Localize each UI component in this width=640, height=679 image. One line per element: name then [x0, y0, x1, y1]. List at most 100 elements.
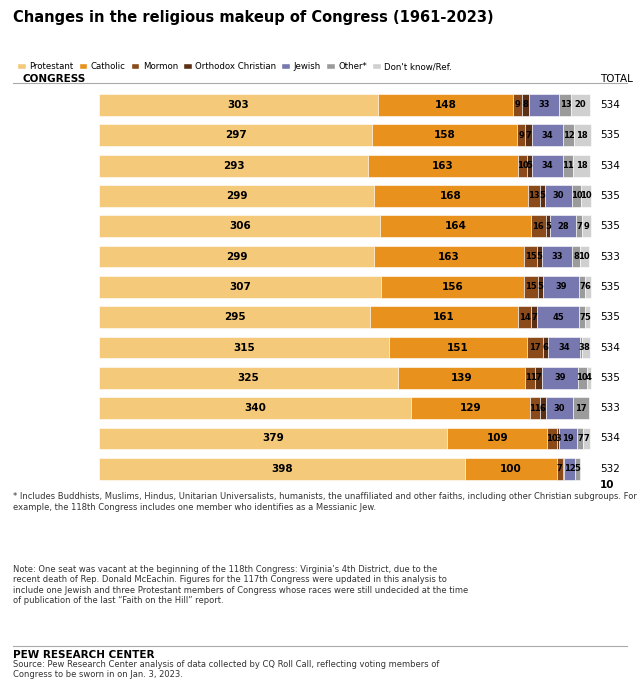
Bar	[572, 246, 580, 268]
Text: 6: 6	[543, 343, 548, 352]
Text: 164: 164	[445, 221, 467, 232]
Text: 299: 299	[226, 251, 247, 261]
Text: 18: 18	[577, 131, 588, 140]
Bar	[563, 458, 564, 480]
Bar	[582, 337, 589, 359]
Bar	[579, 276, 585, 298]
Bar	[581, 185, 591, 207]
Bar	[522, 94, 529, 116]
Text: TOTAL: TOTAL	[600, 74, 633, 84]
Bar	[370, 306, 518, 328]
Bar	[550, 215, 576, 237]
Text: 379: 379	[262, 433, 284, 443]
Text: 3: 3	[578, 343, 584, 352]
Bar	[585, 306, 589, 328]
Text: 39: 39	[554, 373, 566, 382]
Text: 8: 8	[522, 100, 528, 109]
Bar	[578, 367, 587, 389]
Bar	[572, 94, 589, 116]
Bar	[580, 337, 582, 359]
Text: 8: 8	[583, 343, 589, 352]
Text: 9: 9	[584, 222, 589, 231]
Bar	[527, 155, 532, 177]
Bar	[531, 306, 538, 328]
Bar	[530, 397, 540, 419]
Bar	[524, 276, 538, 298]
Text: 168: 168	[440, 191, 462, 201]
Bar	[547, 428, 557, 449]
Bar	[99, 397, 412, 419]
Bar	[559, 94, 572, 116]
Text: 5: 5	[537, 252, 543, 261]
Bar	[412, 397, 530, 419]
Text: 534: 534	[600, 433, 620, 443]
Bar	[536, 367, 542, 389]
Bar	[585, 276, 591, 298]
Text: 34: 34	[541, 161, 553, 170]
Bar	[378, 94, 513, 116]
Bar	[99, 124, 372, 146]
Text: 10: 10	[577, 373, 588, 382]
Text: 148: 148	[435, 100, 456, 110]
Bar	[579, 306, 585, 328]
Text: 295: 295	[224, 312, 246, 323]
Text: 129: 129	[460, 403, 481, 413]
Bar	[573, 397, 589, 419]
Bar	[99, 246, 374, 268]
Text: Source: Pew Research Center analysis of data collected by CQ Roll Call, reflecti: Source: Pew Research Center analysis of …	[13, 660, 439, 679]
Bar	[99, 94, 378, 116]
Bar	[540, 397, 545, 419]
Bar	[369, 155, 518, 177]
Bar	[563, 124, 574, 146]
Text: 10: 10	[580, 191, 592, 200]
Text: 5: 5	[574, 464, 580, 473]
Bar	[99, 155, 369, 177]
Text: 7: 7	[579, 313, 585, 322]
Bar	[564, 458, 575, 480]
Bar	[583, 428, 589, 449]
Text: 33: 33	[551, 252, 563, 261]
Bar	[532, 124, 563, 146]
Text: 10: 10	[579, 252, 590, 261]
Bar	[529, 94, 559, 116]
Text: 6: 6	[540, 403, 546, 413]
Text: 534: 534	[600, 100, 620, 110]
Text: 158: 158	[434, 130, 456, 141]
Text: 10: 10	[546, 434, 558, 443]
Text: 28: 28	[557, 222, 569, 231]
Text: 315: 315	[233, 342, 255, 352]
Text: 10: 10	[517, 161, 529, 170]
Bar	[517, 124, 525, 146]
Text: 5: 5	[527, 161, 532, 170]
Text: 109: 109	[486, 433, 508, 443]
Text: 100: 100	[500, 464, 522, 474]
Text: 293: 293	[223, 161, 244, 170]
Bar	[573, 155, 589, 177]
Text: 307: 307	[229, 282, 251, 292]
Text: 15: 15	[525, 252, 536, 261]
Text: 156: 156	[442, 282, 464, 292]
Bar	[532, 155, 563, 177]
Bar	[465, 458, 557, 480]
Legend: Protestant, Catholic, Mormon, Orthodox Christian, Jewish, Other*, Don't know/Ref: Protestant, Catholic, Mormon, Orthodox C…	[17, 62, 452, 71]
Text: Changes in the religious makeup of Congress (1961-2023): Changes in the religious makeup of Congr…	[13, 10, 493, 25]
Bar	[513, 94, 522, 116]
Bar	[582, 215, 591, 237]
Text: 340: 340	[244, 403, 266, 413]
Text: CONGRESS: CONGRESS	[22, 74, 86, 84]
Bar	[574, 124, 591, 146]
Bar	[543, 276, 579, 298]
Bar	[524, 246, 538, 268]
Text: 303: 303	[227, 100, 249, 110]
Text: 11: 11	[529, 403, 541, 413]
Text: 7: 7	[557, 464, 563, 473]
Text: 533: 533	[600, 403, 620, 413]
Text: 325: 325	[237, 373, 259, 383]
Bar	[99, 185, 374, 207]
Bar	[577, 428, 583, 449]
Bar	[563, 155, 573, 177]
Text: 532: 532	[600, 464, 620, 474]
Bar	[538, 246, 542, 268]
Text: 6: 6	[585, 282, 591, 291]
Bar	[545, 185, 572, 207]
